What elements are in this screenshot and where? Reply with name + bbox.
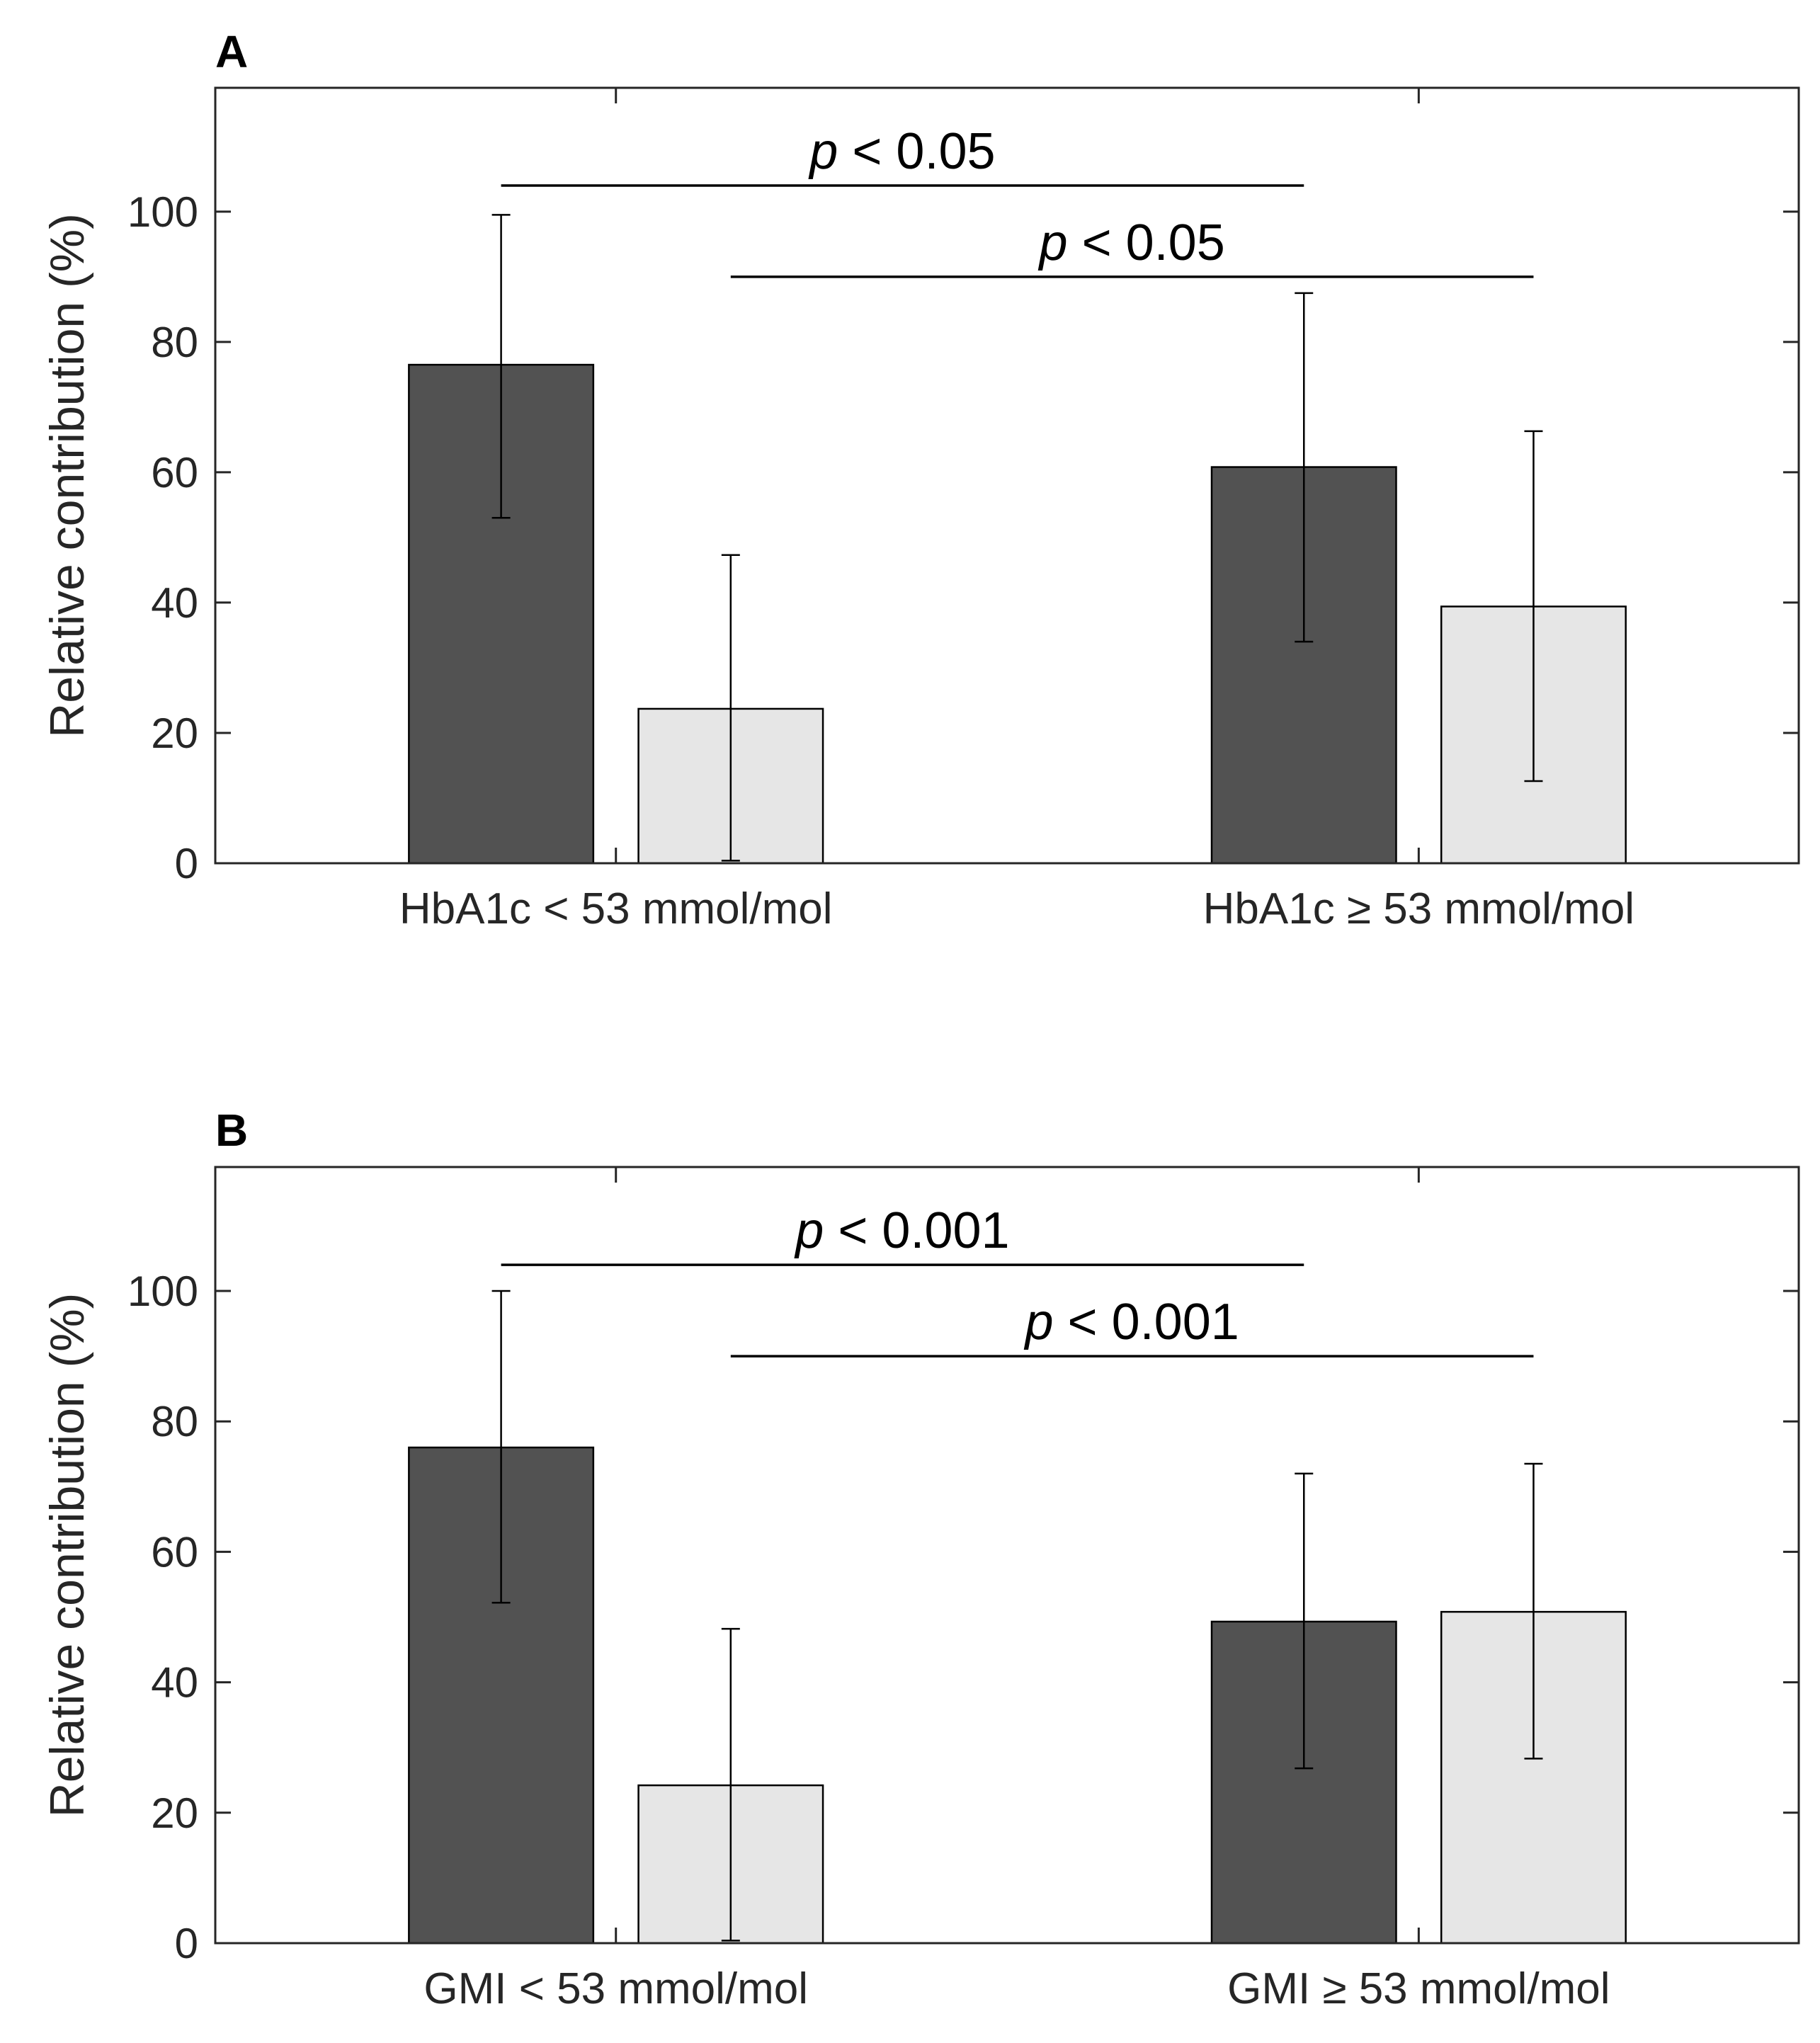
panel-A: A 0 20 40 60 80 100 HbA1c < 53 mmol/mol HbA1c ≥ …	[40, 26, 1800, 933]
panel-label: B	[215, 1105, 248, 1156]
y-tick-label: 100	[127, 188, 198, 236]
p-symbol: p	[808, 123, 838, 180]
p-value: < 0.05	[1068, 215, 1225, 271]
significance-label: p < 0.001	[1024, 1294, 1239, 1350]
significance-label: p < 0.05	[1038, 215, 1225, 271]
p-value: < 0.05	[838, 123, 995, 180]
category-label: HbA1c < 53 mmol/mol	[399, 884, 833, 933]
y-tick-label: 40	[151, 579, 198, 627]
y-tick-label: 20	[151, 1789, 198, 1837]
p-symbol: p	[794, 1202, 824, 1259]
y-tick-label: 80	[151, 319, 198, 366]
y-tick-label: 60	[151, 449, 198, 496]
y-axis-label: Relative contribution (%)	[40, 213, 94, 738]
y-tick-label: 20	[151, 710, 198, 757]
y-tick-label: 40	[151, 1659, 198, 1707]
p-value: < 0.001	[1054, 1294, 1239, 1350]
panel-B: B 0 20 40 60 80 100 GMI < 53 mmol/mol GMI ≥ 53 m…	[40, 1105, 1800, 2013]
y-axis-label: Relative contribution (%)	[40, 1293, 94, 1818]
significance-label: p < 0.001	[794, 1202, 1009, 1259]
y-tick-label: 0	[175, 1920, 198, 1967]
category-label: GMI < 53 mmol/mol	[423, 1964, 808, 2013]
category-label: GMI ≥ 53 mmol/mol	[1227, 1964, 1610, 2013]
axes-box	[214, 86, 1800, 865]
y-tick-label: 60	[151, 1528, 198, 1576]
axes-box	[214, 1166, 1800, 1945]
p-symbol: p	[1038, 215, 1068, 271]
panel-label: A	[215, 26, 248, 77]
y-tick-label: 100	[127, 1268, 198, 1315]
significance-label: p < 0.05	[808, 123, 995, 180]
y-tick-label: 0	[175, 840, 198, 887]
p-symbol: p	[1024, 1294, 1054, 1350]
p-value: < 0.001	[824, 1202, 1009, 1259]
category-label: HbA1c ≥ 53 mmol/mol	[1203, 884, 1634, 933]
y-tick-label: 80	[151, 1398, 198, 1445]
